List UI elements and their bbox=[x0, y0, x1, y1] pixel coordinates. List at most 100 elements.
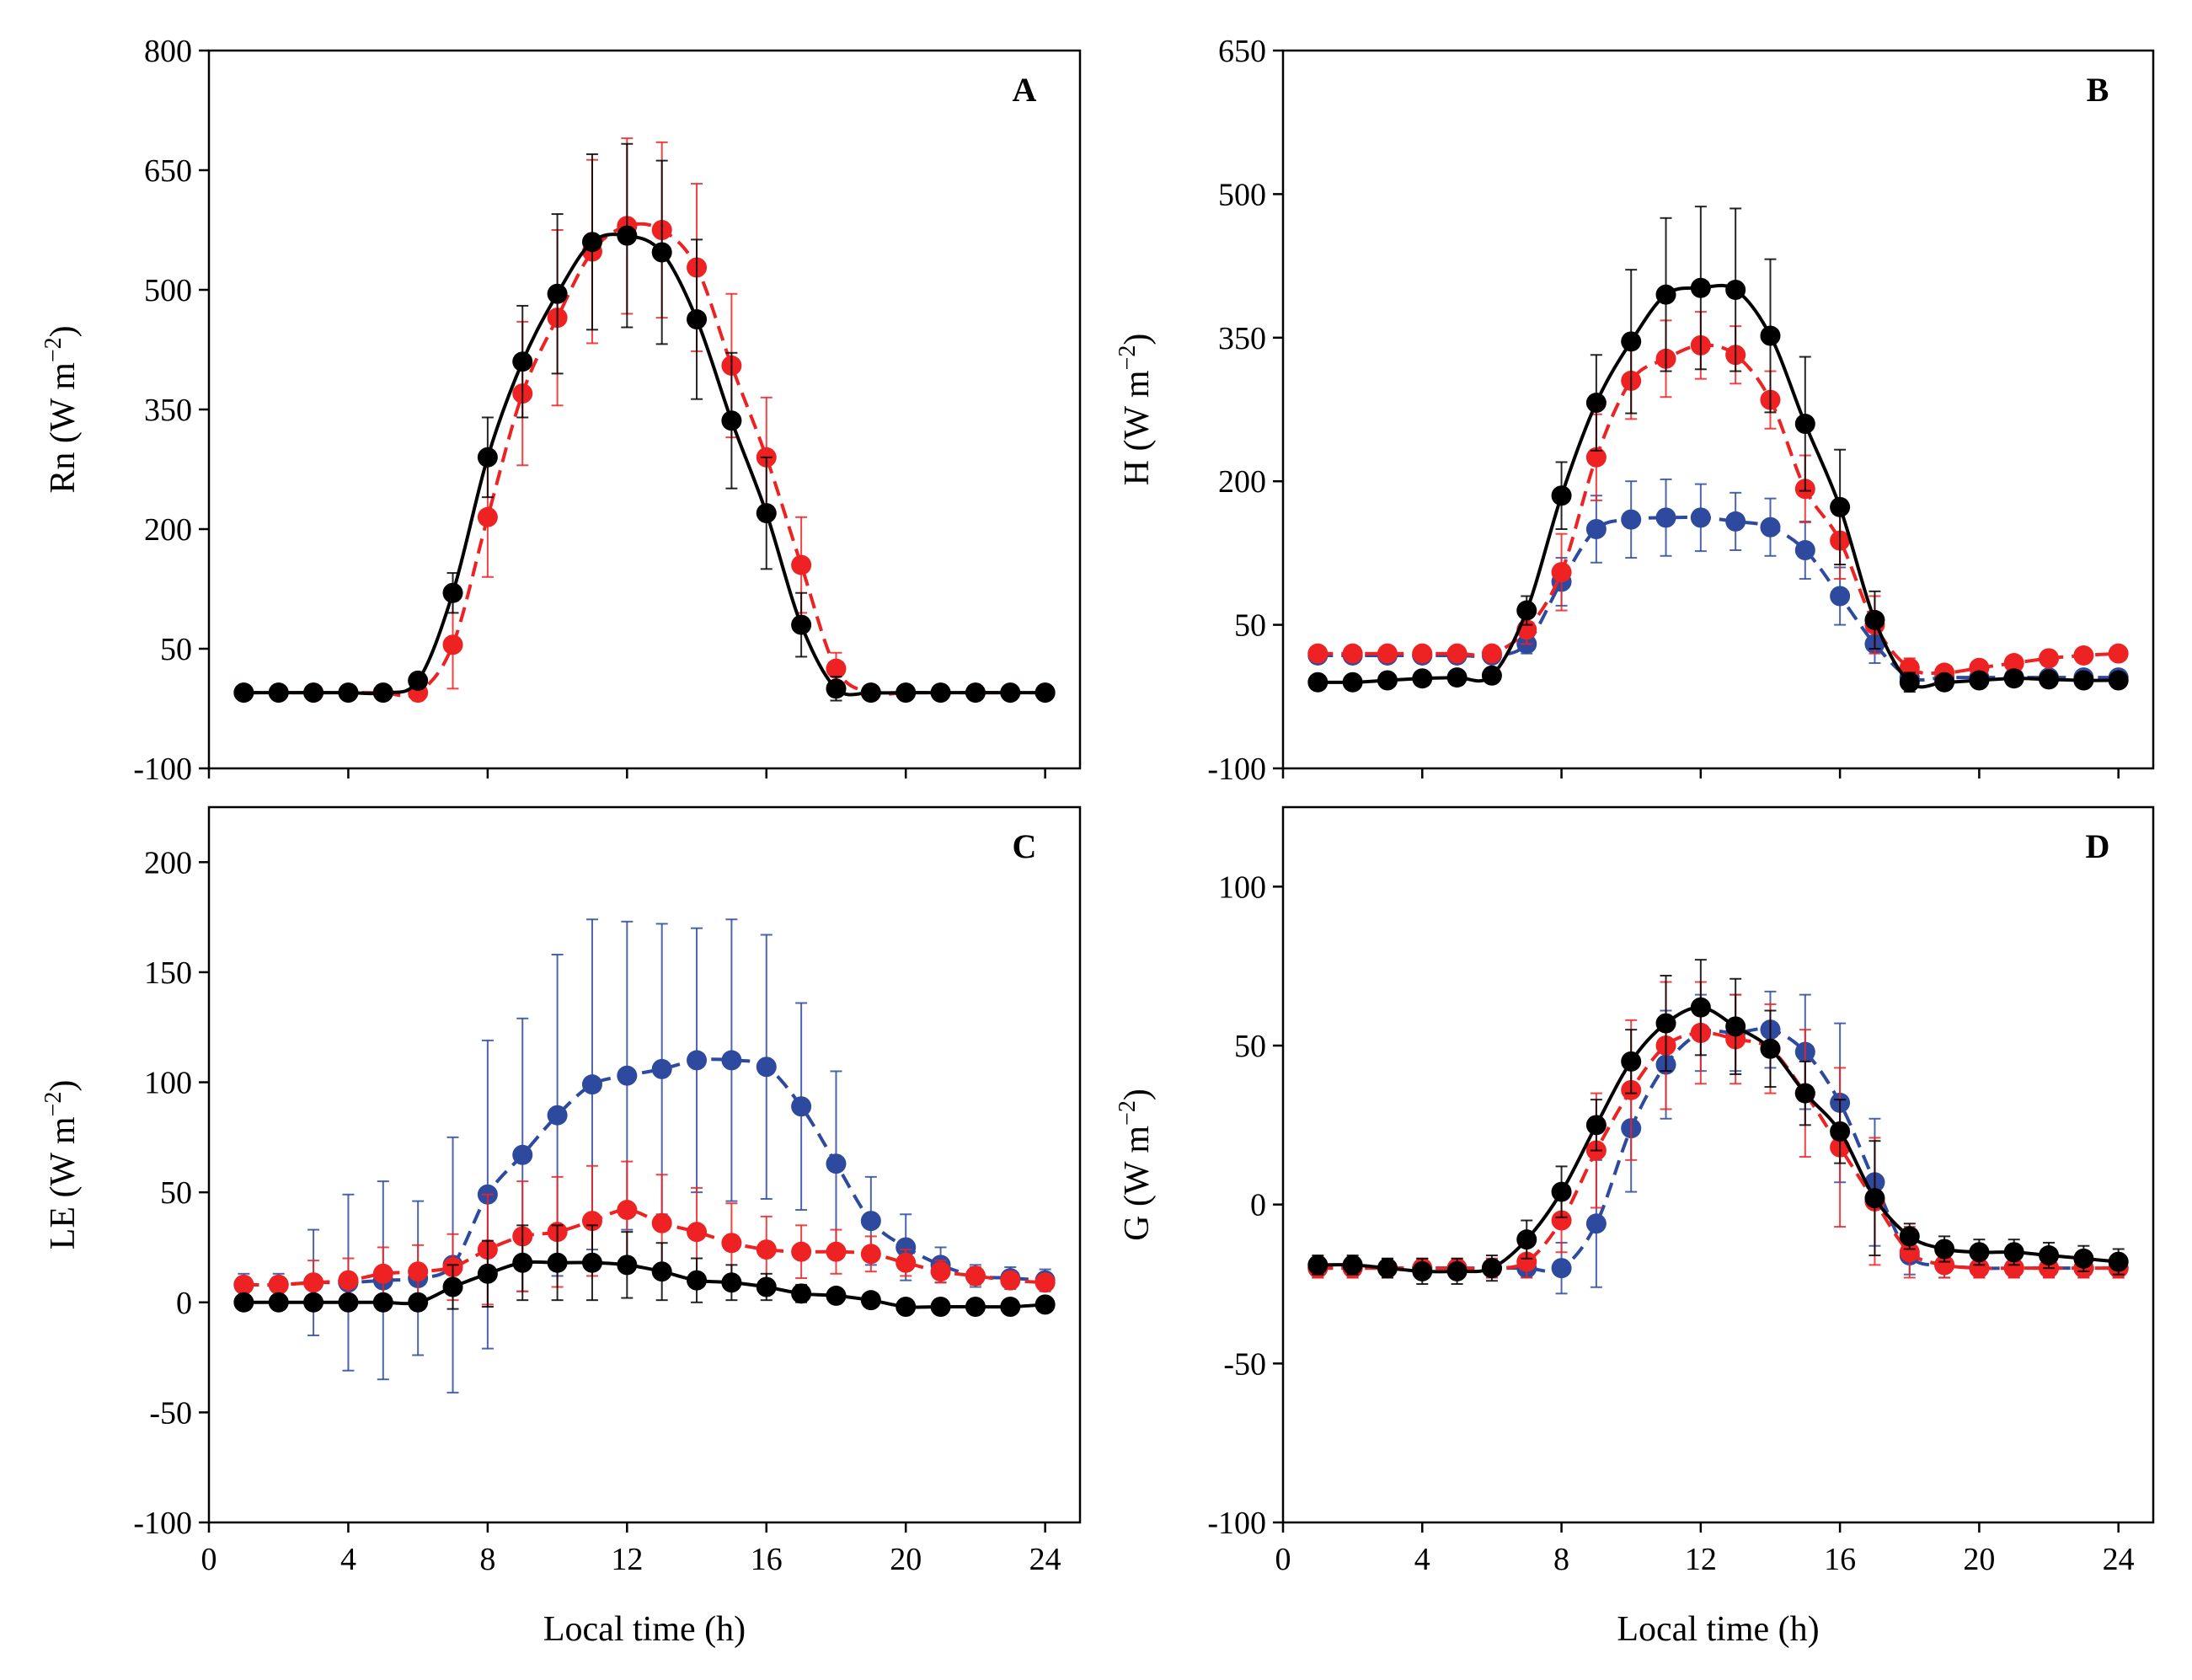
y-axis-title: H (W m−2) bbox=[1115, 334, 1157, 486]
data-point bbox=[547, 1252, 568, 1273]
y-tick-label: -50 bbox=[1223, 1346, 1266, 1382]
data-point bbox=[303, 682, 324, 704]
data-point bbox=[896, 1237, 917, 1258]
data-point bbox=[1412, 643, 1433, 664]
series-line bbox=[1318, 283, 2119, 689]
data-point bbox=[1794, 414, 1815, 435]
data-point bbox=[1516, 1229, 1537, 1250]
y-tick-label: 500 bbox=[144, 273, 192, 308]
data-point bbox=[268, 682, 289, 704]
data-point bbox=[1035, 1294, 1056, 1315]
data-point bbox=[2039, 669, 2060, 690]
data-point bbox=[268, 1274, 289, 1295]
data-point bbox=[2108, 1251, 2129, 1272]
data-point bbox=[1035, 1272, 1056, 1293]
y-axis-title: Rn (W m−2) bbox=[40, 325, 83, 493]
data-point bbox=[303, 1272, 324, 1293]
data-point bbox=[617, 1200, 638, 1221]
x-tick-label: 24 bbox=[1029, 1542, 1061, 1577]
series-line bbox=[1318, 1005, 2119, 1274]
series-black bbox=[233, 142, 1056, 704]
y-tick-label: 150 bbox=[144, 955, 192, 991]
data-point bbox=[2003, 653, 2024, 674]
data-point bbox=[2003, 1242, 2024, 1263]
data-point bbox=[860, 682, 881, 704]
x-tick-label: 0 bbox=[201, 1542, 217, 1577]
data-point bbox=[477, 1263, 498, 1284]
data-point bbox=[687, 309, 708, 330]
data-point bbox=[896, 1296, 917, 1317]
data-point bbox=[965, 1296, 986, 1317]
panel-label: D bbox=[2086, 827, 2110, 865]
data-point bbox=[1551, 485, 1572, 506]
data-point bbox=[1516, 1251, 1537, 1272]
data-point bbox=[1830, 496, 1851, 517]
series-line bbox=[243, 1208, 1045, 1287]
data-point bbox=[1551, 1181, 1572, 1202]
data-point bbox=[512, 1144, 533, 1165]
series-line bbox=[1318, 1030, 2119, 1271]
panel-a: -100 50 200 350 500 650 800 Rn (W m−2) A bbox=[40, 34, 1082, 787]
data-point bbox=[1000, 682, 1021, 704]
data-point bbox=[1690, 997, 1711, 1018]
data-point bbox=[756, 1239, 777, 1260]
y-tick-label: 350 bbox=[1218, 321, 1266, 356]
data-point bbox=[1621, 509, 1642, 530]
series-red bbox=[233, 137, 1056, 704]
data-point bbox=[1516, 600, 1537, 621]
data-point bbox=[2039, 648, 2060, 669]
data-point bbox=[1307, 1255, 1329, 1276]
data-point bbox=[477, 447, 498, 468]
data-point bbox=[826, 1153, 847, 1174]
series-blue bbox=[233, 918, 1056, 1394]
data-point bbox=[791, 1241, 812, 1262]
data-point bbox=[1481, 643, 1502, 664]
data-point bbox=[512, 351, 533, 372]
data-point bbox=[1830, 1121, 1851, 1142]
series-black bbox=[233, 1224, 1056, 1317]
data-point bbox=[1690, 277, 1711, 298]
data-point bbox=[1899, 1226, 1920, 1247]
y-tick-label: 50 bbox=[160, 632, 192, 667]
data-point bbox=[1000, 1270, 1021, 1291]
data-point bbox=[338, 1270, 359, 1291]
y-tick-label: 800 bbox=[144, 34, 192, 69]
data-point bbox=[651, 242, 672, 263]
data-point bbox=[930, 682, 951, 704]
series-red bbox=[1307, 311, 2129, 683]
data-point bbox=[338, 1292, 359, 1313]
panel-c-frame bbox=[207, 805, 1082, 1524]
y-tick-label: 650 bbox=[1218, 34, 1266, 69]
data-point bbox=[756, 1057, 777, 1078]
data-point bbox=[547, 283, 568, 304]
data-point bbox=[1934, 1255, 1955, 1276]
data-point bbox=[1934, 1239, 1955, 1260]
data-point bbox=[2108, 670, 2129, 691]
data-point bbox=[1969, 1242, 1990, 1263]
data-point bbox=[1446, 1260, 1468, 1281]
data-point bbox=[687, 1270, 708, 1291]
series-line bbox=[1318, 343, 2119, 676]
data-point bbox=[1551, 1258, 1572, 1279]
data-point bbox=[687, 1222, 708, 1243]
data-point bbox=[651, 1261, 672, 1282]
y-tick-label: -50 bbox=[149, 1395, 192, 1431]
data-point bbox=[442, 634, 463, 655]
data-point bbox=[1655, 284, 1676, 305]
data-point bbox=[1725, 1016, 1746, 1037]
data-point bbox=[617, 225, 638, 246]
y-tick-label: 50 bbox=[160, 1175, 192, 1211]
data-point bbox=[1969, 1258, 1990, 1279]
data-point bbox=[1377, 643, 1398, 664]
data-point bbox=[826, 1285, 847, 1306]
y-tick-label: 650 bbox=[144, 153, 192, 189]
panel-label: C bbox=[1013, 827, 1037, 865]
data-point bbox=[233, 1274, 254, 1295]
y-axis-title: G (W m−2) bbox=[1115, 1089, 1157, 1241]
y-tick-label: -100 bbox=[133, 1506, 192, 1541]
x-tick-label: 16 bbox=[1824, 1542, 1856, 1577]
data-point bbox=[791, 1096, 812, 1117]
data-point bbox=[1899, 1242, 1920, 1263]
data-point bbox=[930, 1296, 951, 1317]
data-point bbox=[896, 682, 917, 704]
